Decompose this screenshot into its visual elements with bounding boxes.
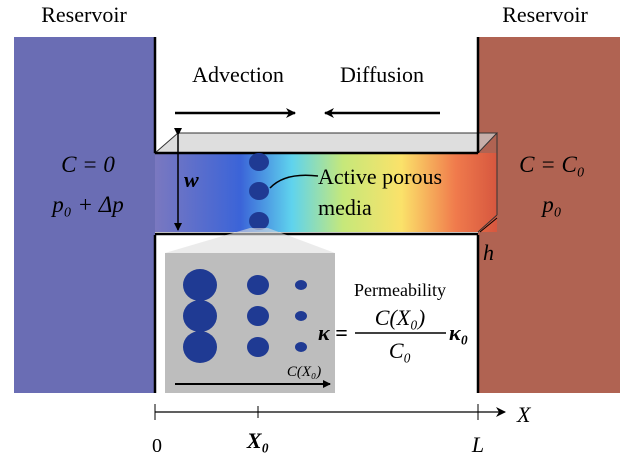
reservoir-label: Reservoir <box>502 2 588 27</box>
formula-numerator: C(X₀) <box>375 305 425 330</box>
pointer <box>269 174 319 189</box>
concentration: C = C₀ <box>519 152 585 177</box>
h-arrow <box>479 217 498 233</box>
pressure: p₀ <box>540 192 562 217</box>
axis-label: X <box>516 402 532 427</box>
left-reservoir <box>14 37 155 393</box>
pores <box>183 269 307 363</box>
particle <box>249 182 269 200</box>
height-label: h <box>483 240 494 265</box>
tick-label: X₀ <box>246 428 269 453</box>
inset-arrow-label: C(X₀) <box>287 364 321 380</box>
zoom-cone <box>165 228 335 253</box>
channel <box>155 153 497 232</box>
media-label: Active porous <box>318 164 442 189</box>
formula-factor: κ₀ <box>449 320 468 345</box>
pressure: p₀ + Δp <box>50 192 124 217</box>
concentration: C = 0 <box>61 152 115 177</box>
reservoir-label: Reservoir <box>41 2 127 27</box>
particle <box>249 153 269 171</box>
diffusion: Diffusion <box>340 62 424 87</box>
formula-lhs: κ = <box>318 320 348 345</box>
shapes <box>14 37 620 420</box>
right-reservoir <box>478 37 620 393</box>
tick-label: 0 <box>152 435 162 457</box>
formula-denominator: C₀ <box>389 338 411 363</box>
inset-title: Permeability <box>354 280 446 300</box>
tick-label: L <box>471 432 484 457</box>
advection: Advection <box>192 62 284 87</box>
width-label: w <box>184 167 199 192</box>
channel-top <box>153 132 499 154</box>
labels: Reservoir Reservoir C = 0 p₀ + Δp C = C₀… <box>41 2 588 457</box>
particle <box>249 212 269 230</box>
channel-edge <box>477 214 498 233</box>
media-label: media <box>318 195 372 220</box>
